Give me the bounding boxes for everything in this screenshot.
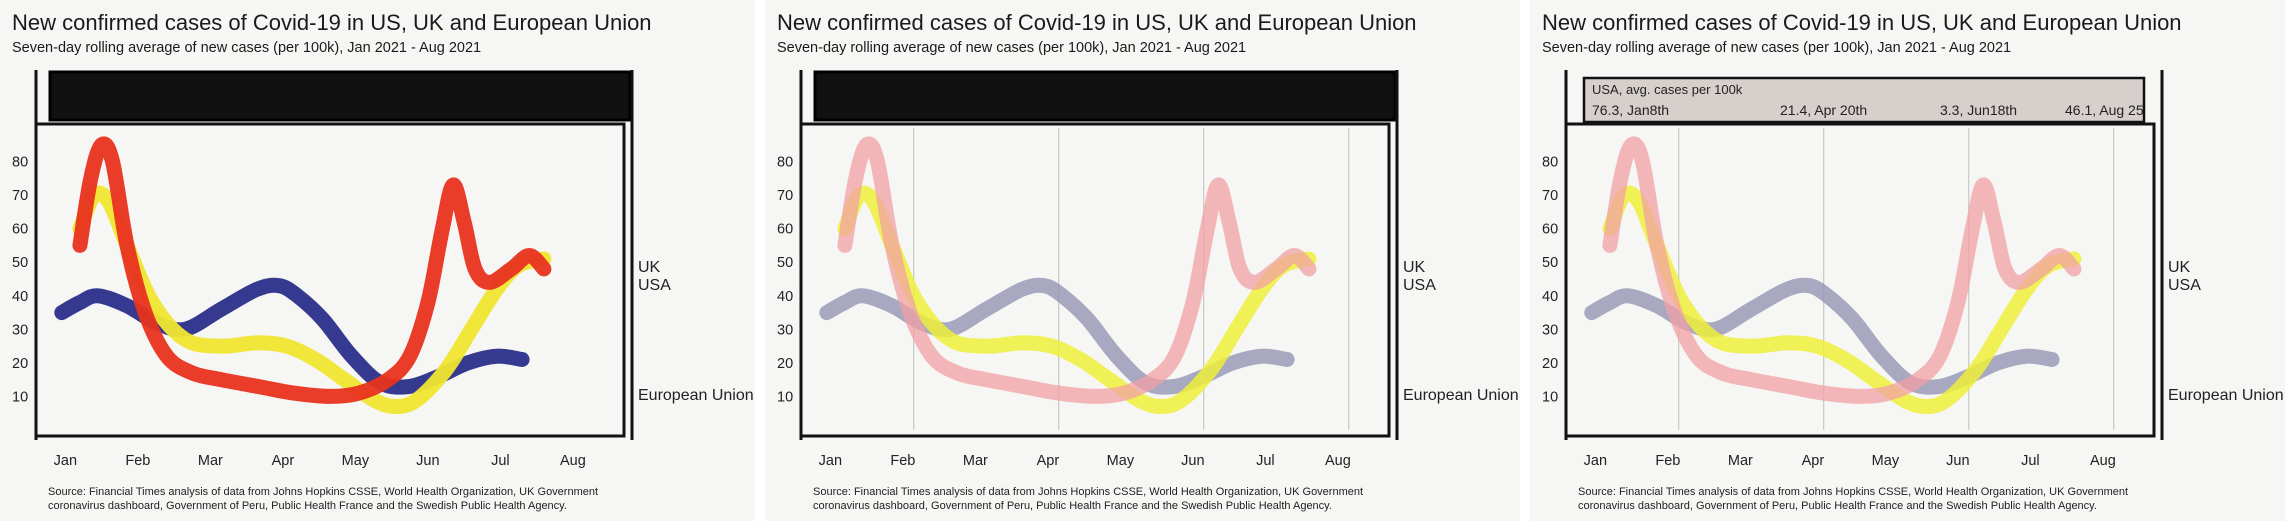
- series-line-uk: [837, 136, 1317, 404]
- x-tick-label: Feb: [890, 453, 915, 469]
- series-line-uk: [72, 136, 552, 404]
- chart-subtitle: Seven-day rolling average of new cases (…: [1542, 40, 2011, 56]
- series-label-usa: USA: [638, 277, 671, 294]
- y-tick-label: 80: [1542, 155, 1558, 171]
- y-tick-label: 60: [12, 222, 28, 238]
- x-tick-label: Jan: [1584, 453, 1607, 469]
- chart-panel-2: New confirmed cases of Covid-19 in US, U…: [765, 0, 1520, 521]
- y-tick-label: 50: [1542, 255, 1558, 271]
- annotation-item: 46.1, Aug 25: [2065, 102, 2144, 118]
- y-tick-label: 20: [777, 356, 793, 372]
- y-tick-label: 70: [777, 188, 793, 204]
- redaction-bar: [48, 70, 632, 122]
- series-label-uk: UK: [1403, 259, 1426, 276]
- y-tick-label: 30: [1542, 322, 1558, 338]
- x-tick-label: Jul: [1256, 453, 1275, 469]
- x-tick-label: Jun: [416, 453, 439, 469]
- y-tick-label: 10: [12, 389, 28, 405]
- y-tick-label: 10: [1542, 389, 1558, 405]
- series-line-uk: [1602, 136, 2082, 404]
- x-tick-label: May: [1872, 453, 1900, 469]
- x-tick-label: Mar: [198, 453, 223, 469]
- y-tick-label: 70: [1542, 188, 1558, 204]
- annotation-item: 76.3, Jan8th: [1592, 102, 1669, 118]
- x-tick-label: Jun: [1181, 453, 1204, 469]
- source-line-1: Source: Financial Times analysis of data…: [48, 486, 598, 498]
- source-line-2: coronavirus dashboard, Government of Per…: [813, 500, 1332, 512]
- x-tick-label: Jan: [54, 453, 77, 469]
- x-tick-label: Aug: [1325, 453, 1351, 469]
- chart-subtitle: Seven-day rolling average of new cases (…: [12, 40, 481, 56]
- source-line-2: coronavirus dashboard, Government of Per…: [1578, 500, 2097, 512]
- chart-title: New confirmed cases of Covid-19 in US, U…: [12, 10, 652, 35]
- chart-subtitle: Seven-day rolling average of new cases (…: [777, 40, 1246, 56]
- y-tick-label: 30: [777, 322, 793, 338]
- chart-svg: New confirmed cases of Covid-19 in US, U…: [12, 10, 754, 512]
- y-tick-label: 10: [777, 389, 793, 405]
- y-tick-label: 80: [12, 155, 28, 171]
- x-tick-label: Jul: [491, 453, 510, 469]
- x-tick-label: Feb: [125, 453, 150, 469]
- x-tick-label: Aug: [560, 453, 586, 469]
- chart-title: New confirmed cases of Covid-19 in US, U…: [1542, 10, 2182, 35]
- y-tick-label: 30: [12, 322, 28, 338]
- x-tick-label: Mar: [963, 453, 988, 469]
- y-tick-label: 60: [777, 222, 793, 238]
- x-tick-label: Mar: [1728, 453, 1753, 469]
- y-tick-label: 60: [1542, 222, 1558, 238]
- chart-title: New confirmed cases of Covid-19 in US, U…: [777, 10, 1417, 35]
- x-tick-label: May: [1107, 453, 1135, 469]
- y-tick-label: 80: [777, 155, 793, 171]
- x-tick-label: Apr: [272, 453, 295, 469]
- chart-svg: New confirmed cases of Covid-19 in US, U…: [1542, 10, 2284, 512]
- x-tick-label: Aug: [2090, 453, 2116, 469]
- annotation-header: USA, avg. cases per 100k: [1592, 82, 1743, 97]
- series-label-usa: USA: [1403, 277, 1436, 294]
- x-tick-label: May: [342, 453, 370, 469]
- chart-svg: New confirmed cases of Covid-19 in US, U…: [777, 10, 1519, 512]
- annotation-item: 21.4, Apr 20th: [1780, 102, 1867, 118]
- series-label-uk: UK: [638, 259, 661, 276]
- y-tick-label: 70: [12, 188, 28, 204]
- x-tick-label: Feb: [1655, 453, 1680, 469]
- x-tick-label: Jul: [2021, 453, 2040, 469]
- annotation-item: 3.3, Jun18th: [1940, 102, 2017, 118]
- series-label-usa: USA: [2168, 277, 2201, 294]
- redaction-bar: [813, 70, 1397, 122]
- annotation-box: [1582, 76, 2146, 124]
- source-line-2: coronavirus dashboard, Government of Per…: [48, 500, 567, 512]
- source-line-1: Source: Financial Times analysis of data…: [1578, 486, 2128, 498]
- x-tick-label: Jan: [819, 453, 842, 469]
- series-label-eu: European Union: [2168, 387, 2284, 404]
- y-tick-label: 50: [12, 255, 28, 271]
- series-label-eu: European Union: [1403, 387, 1519, 404]
- series-label-uk: UK: [2168, 259, 2191, 276]
- x-tick-label: Apr: [1037, 453, 1060, 469]
- source-line-1: Source: Financial Times analysis of data…: [813, 486, 1363, 498]
- y-tick-label: 40: [1542, 289, 1558, 305]
- y-tick-label: 20: [1542, 356, 1558, 372]
- series-label-eu: European Union: [638, 387, 754, 404]
- y-tick-label: 40: [777, 289, 793, 305]
- y-tick-label: 50: [777, 255, 793, 271]
- x-tick-label: Jun: [1946, 453, 1969, 469]
- chart-panel-1: New confirmed cases of Covid-19 in US, U…: [0, 0, 755, 521]
- chart-panel-3: New confirmed cases of Covid-19 in US, U…: [1530, 0, 2285, 521]
- x-tick-label: Apr: [1802, 453, 1825, 469]
- y-tick-label: 40: [12, 289, 28, 305]
- y-tick-label: 20: [12, 356, 28, 372]
